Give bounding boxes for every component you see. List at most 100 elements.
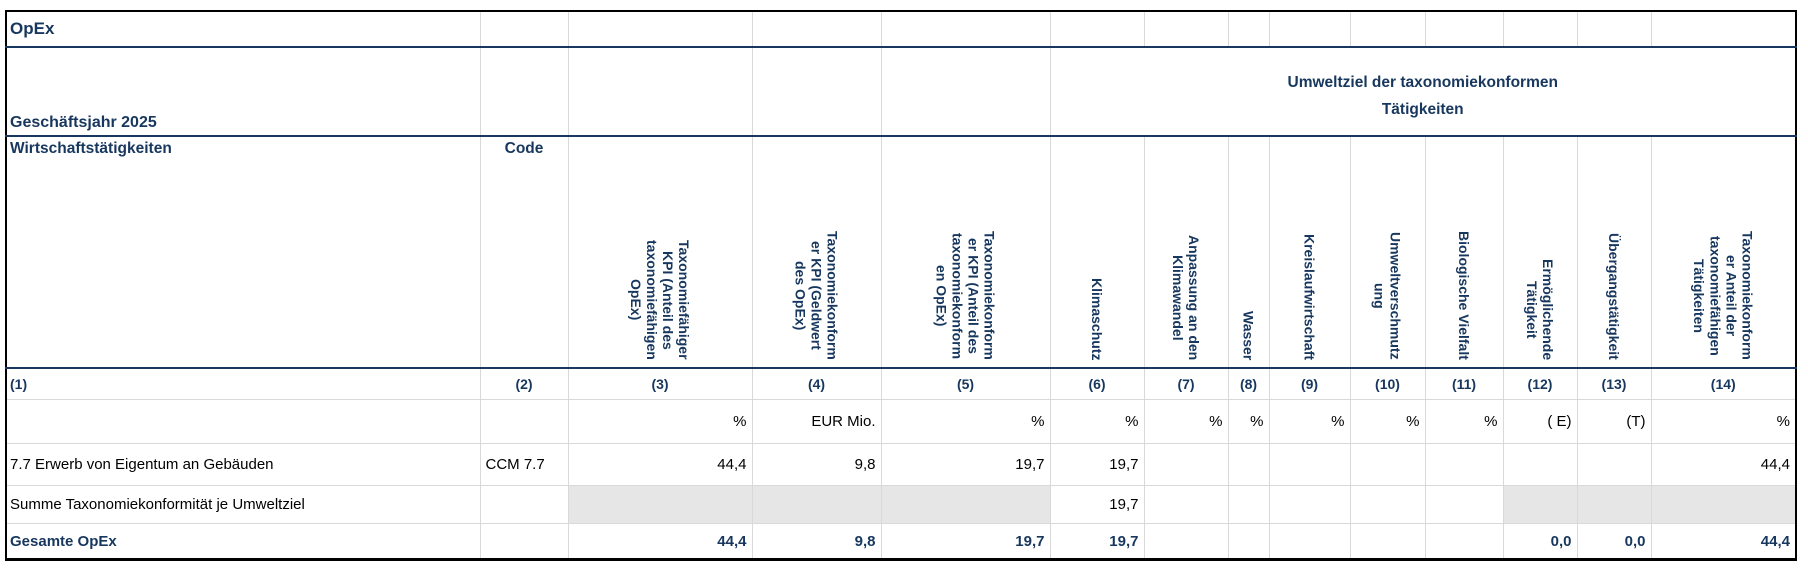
table-title[interactable]: OpEx [5, 10, 481, 48]
unit-cell[interactable]: % [1227, 399, 1270, 444]
value-cell[interactable] [1227, 485, 1270, 524]
total-value-cell[interactable] [1349, 523, 1426, 561]
col-number[interactable]: (8) [1227, 367, 1270, 400]
col-number[interactable]: (6) [1049, 367, 1145, 400]
activity-code[interactable]: CCM 7.7 [479, 443, 569, 486]
header-taxonomy-eligible-kpi[interactable]: Taxonomiefähiger KPI (Anteil des taxonom… [567, 135, 753, 369]
header-code[interactable]: Code [479, 135, 569, 369]
empty-cell[interactable] [880, 10, 1051, 48]
total-value-cell[interactable]: 0,0 [1576, 523, 1652, 561]
fiscal-year-cell[interactable]: Geschäftsjahr 2025 [5, 46, 481, 137]
value-cell[interactable] [1502, 443, 1578, 486]
header-water[interactable]: Wasser [1227, 135, 1270, 369]
unit-cell[interactable] [5, 399, 481, 444]
col-number[interactable]: (3) [567, 367, 753, 400]
unit-cell[interactable]: % [1349, 399, 1426, 444]
value-cell[interactable] [1227, 443, 1270, 486]
header-climate-adaptation[interactable]: Anpassung an den Klimawandel [1143, 135, 1229, 369]
col-number[interactable]: (13) [1576, 367, 1652, 400]
total-value-cell[interactable]: 19,7 [1049, 523, 1145, 561]
header-climate-mitigation[interactable]: Klimaschutz [1049, 135, 1145, 369]
header-taxonomy-aligned-kpi-value[interactable]: Taxonomiekonform er KPI (Geldwert des Op… [751, 135, 882, 369]
value-cell[interactable] [1576, 443, 1652, 486]
value-cell-shaded[interactable] [567, 485, 753, 524]
empty-cell[interactable] [1502, 10, 1578, 48]
value-cell[interactable] [1424, 485, 1504, 524]
row-label[interactable]: Summe Taxonomiekonformität je Umweltziel [5, 485, 481, 524]
empty-cell[interactable] [567, 46, 753, 137]
header-aligned-share-of-eligible[interactable]: Taxonomiekonform er Anteil der taxonomie… [1650, 135, 1797, 369]
value-cell[interactable]: 19,7 [880, 443, 1051, 486]
empty-cell[interactable] [1268, 10, 1351, 48]
empty-cell[interactable] [1349, 10, 1426, 48]
col-number[interactable]: (1) [5, 367, 481, 400]
unit-cell[interactable]: % [880, 399, 1051, 444]
unit-cell[interactable]: % [567, 399, 753, 444]
total-value-cell[interactable] [1424, 523, 1504, 561]
value-cell-shaded[interactable] [751, 485, 882, 524]
col-number[interactable]: (9) [1268, 367, 1351, 400]
header-activities[interactable]: Wirtschaftstätigkeiten [5, 135, 481, 369]
value-cell[interactable]: 44,4 [567, 443, 753, 486]
empty-cell[interactable] [751, 46, 882, 137]
unit-cell[interactable]: % [1049, 399, 1145, 444]
unit-cell[interactable]: % [1143, 399, 1229, 444]
empty-cell[interactable] [1227, 10, 1270, 48]
total-value-cell[interactable]: 44,4 [567, 523, 753, 561]
unit-cell[interactable]: ( E) [1502, 399, 1578, 444]
total-value-cell[interactable]: 0,0 [1502, 523, 1578, 561]
col-number[interactable]: (2) [479, 367, 569, 400]
value-cell[interactable] [1143, 485, 1229, 524]
value-cell[interactable] [1268, 443, 1351, 486]
col-number[interactable]: (5) [880, 367, 1051, 400]
total-value-cell[interactable]: 44,4 [1650, 523, 1797, 561]
value-cell[interactable]: 19,7 [1049, 443, 1145, 486]
col-number[interactable]: (4) [751, 367, 882, 400]
value-cell-shaded[interactable] [880, 485, 1051, 524]
empty-cell[interactable] [1049, 10, 1145, 48]
value-cell[interactable] [1143, 443, 1229, 486]
value-cell[interactable] [1349, 485, 1426, 524]
empty-cell[interactable] [479, 46, 569, 137]
empty-cell[interactable] [1143, 10, 1229, 48]
total-row-label[interactable]: Gesamte OpEx [5, 523, 481, 561]
total-value-cell[interactable]: 19,7 [880, 523, 1051, 561]
value-cell[interactable]: 19,7 [1049, 485, 1145, 524]
value-cell-shaded[interactable] [1576, 485, 1652, 524]
unit-cell[interactable]: (T) [1576, 399, 1652, 444]
header-taxonomy-aligned-kpi-share[interactable]: Taxonomiekonform er KPI (Anteil des taxo… [880, 135, 1051, 369]
col-number[interactable]: (10) [1349, 367, 1426, 400]
env-objectives-span-header[interactable]: Umweltziel der taxonomiekonformen Tätigk… [1049, 46, 1797, 137]
header-circular-economy[interactable]: Kreislaufwirtschaft [1268, 135, 1351, 369]
unit-cell[interactable]: % [1650, 399, 1797, 444]
unit-cell[interactable] [479, 399, 569, 444]
col-number[interactable]: (11) [1424, 367, 1504, 400]
empty-cell[interactable] [479, 10, 569, 48]
unit-cell[interactable]: % [1268, 399, 1351, 444]
activity-label[interactable]: 7.7 Erwerb von Eigentum an Gebäuden [5, 443, 481, 486]
empty-cell[interactable] [751, 10, 882, 48]
empty-cell[interactable] [1576, 10, 1652, 48]
total-value-cell[interactable] [1268, 523, 1351, 561]
total-value-cell[interactable]: 9,8 [751, 523, 882, 561]
empty-cell[interactable] [567, 10, 753, 48]
header-biodiversity[interactable]: Biologische Vielfalt [1424, 135, 1504, 369]
empty-cell[interactable] [1650, 10, 1797, 48]
header-pollution[interactable]: Umweltverschmutz ung [1349, 135, 1426, 369]
empty-cell[interactable] [880, 46, 1051, 137]
value-cell[interactable]: 44,4 [1650, 443, 1797, 486]
header-transitional-activity[interactable]: Übergangstätigkeit [1576, 135, 1652, 369]
unit-cell[interactable]: % [1424, 399, 1504, 444]
total-value-cell[interactable] [1143, 523, 1229, 561]
value-cell-shaded[interactable] [1502, 485, 1578, 524]
value-cell[interactable] [479, 485, 569, 524]
value-cell[interactable] [479, 523, 569, 561]
value-cell[interactable]: 9,8 [751, 443, 882, 486]
col-number[interactable]: (7) [1143, 367, 1229, 400]
total-value-cell[interactable] [1227, 523, 1270, 561]
col-number[interactable]: (12) [1502, 367, 1578, 400]
unit-cell[interactable]: EUR Mio. [751, 399, 882, 444]
empty-cell[interactable] [1424, 10, 1504, 48]
value-cell[interactable] [1424, 443, 1504, 486]
value-cell-shaded[interactable] [1650, 485, 1797, 524]
